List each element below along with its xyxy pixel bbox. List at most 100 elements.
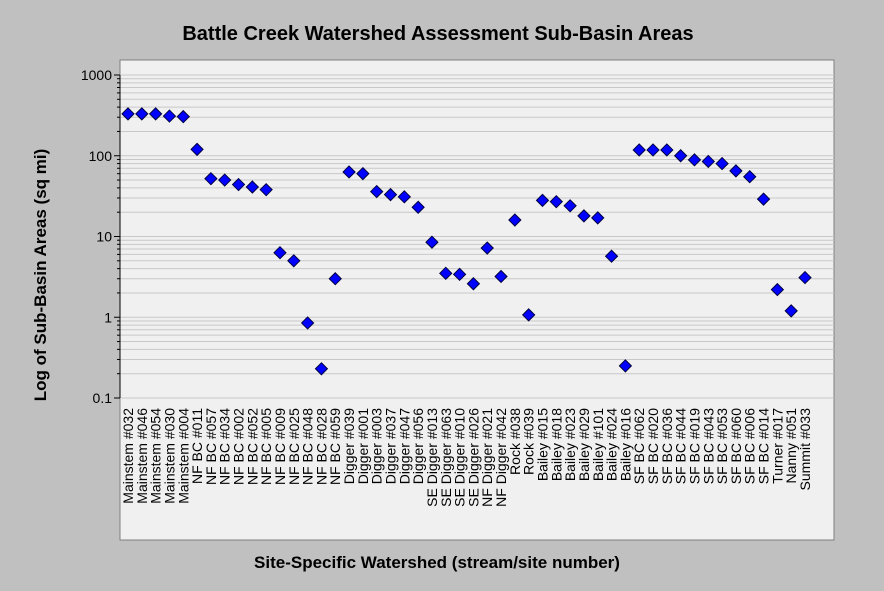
x-tick-label: SF BC #053: [714, 408, 730, 484]
data-point: [632, 143, 646, 157]
x-tick-label: Bailey #023: [562, 408, 578, 481]
data-point: [328, 272, 342, 286]
data-point: [577, 209, 591, 223]
data-point: [521, 308, 536, 322]
x-tick-label: Bailey #024: [604, 408, 620, 481]
x-tick-label: Bailey #016: [617, 408, 633, 481]
y-tick-label: 10: [96, 229, 112, 245]
y-axis-label: Log of Sub-Basin Areas (sq mi): [31, 149, 50, 402]
data-point: [660, 143, 674, 157]
y-tick-label: 100: [89, 148, 113, 164]
data-point: [604, 249, 619, 263]
x-tick-label: NF Digger #042: [493, 408, 509, 507]
x-tick-label: SF BC #006: [742, 408, 758, 484]
x-tick-label: SE Digger #010: [452, 408, 468, 507]
data-point: [591, 211, 605, 225]
data-point: [397, 190, 412, 204]
data-point: [342, 165, 356, 179]
data-point: [287, 254, 301, 268]
data-point: [273, 245, 287, 260]
data-point: [204, 171, 218, 186]
x-tick-label: SF BC #062: [631, 408, 647, 484]
x-axis-label: Site-Specific Watershed (stream/site num…: [254, 553, 620, 572]
data-point: [770, 282, 785, 297]
data-point: [314, 362, 329, 376]
plot-area: [119, 59, 835, 541]
x-tick-label: SF BC #020: [645, 408, 661, 484]
data-point: [231, 177, 246, 192]
y-axis: 0.1 1 10 100 1000: [81, 67, 121, 406]
x-tick-label: Nanny #051: [783, 408, 799, 484]
x-tick-label: SF BC #060: [728, 408, 744, 484]
x-tick-label: Bailey #015: [534, 408, 550, 481]
x-tick-label: Bailey #018: [548, 408, 564, 481]
data-point: [148, 107, 163, 121]
data-point: [300, 316, 315, 330]
x-tick-label: Mainstem #004: [175, 408, 191, 504]
x-tick-label: SF BC #014: [756, 408, 772, 484]
data-point: [618, 359, 633, 373]
data-points: [121, 107, 812, 376]
data-point: [508, 213, 522, 227]
x-tick-label: Digger #037: [383, 408, 399, 484]
x-tick-label: Digger #047: [396, 408, 412, 484]
data-point: [784, 304, 798, 318]
data-point: [425, 235, 439, 249]
data-point: [673, 149, 688, 163]
x-tick-label: SE Digger #026: [465, 408, 481, 507]
data-point: [439, 266, 453, 281]
x-tick-label: Rock #038: [507, 408, 523, 475]
data-point: [411, 200, 425, 214]
data-point: [218, 173, 232, 187]
x-tick-label: NF BC #057: [203, 408, 219, 485]
data-point: [743, 170, 757, 184]
data-point: [356, 166, 370, 181]
x-tick-label: Mainstem #030: [161, 408, 177, 504]
data-point: [245, 180, 260, 194]
x-tick-label: SE Digger #063: [438, 408, 454, 507]
x-tick-label: Digger #039: [341, 408, 357, 484]
x-tick-label: Bailey #101: [590, 408, 606, 481]
x-tick-label: SF BC #019: [686, 408, 702, 484]
x-tick-label: Digger #056: [410, 408, 426, 484]
data-point: [383, 187, 398, 202]
x-tick-label: NF BC #052: [244, 408, 260, 485]
x-tick-label: SF BC #043: [700, 408, 716, 484]
data-point: [563, 199, 577, 213]
x-tick-label: Summit #033: [797, 408, 813, 491]
data-point: [135, 107, 149, 121]
data-point: [494, 269, 508, 284]
x-tick-label: NF BC #011: [189, 408, 205, 484]
data-point: [701, 154, 715, 169]
data-point: [121, 107, 135, 121]
x-tick-label: NF BC #009: [272, 408, 288, 485]
data-point: [452, 267, 467, 282]
data-point: [687, 153, 702, 167]
x-tick-label: SF BC #044: [673, 408, 689, 484]
data-point: [535, 193, 550, 208]
x-tick-label: Rock #039: [521, 408, 537, 475]
x-tick-label: NF BC #034: [217, 408, 233, 485]
x-tick-label: Bailey #029: [576, 408, 592, 481]
data-point: [646, 143, 660, 157]
data-point: [162, 109, 177, 123]
y-tick-label: 1000: [81, 67, 112, 83]
x-tick-label: SF BC #036: [659, 408, 675, 484]
data-point: [798, 270, 812, 285]
data-point: [729, 164, 743, 178]
data-point: [176, 109, 190, 124]
data-point: [549, 194, 564, 209]
gridlines: [120, 74, 834, 399]
data-point: [715, 156, 729, 171]
x-tick-label: NF BC #028: [313, 408, 329, 485]
x-tick-label: NF BC #025: [286, 408, 302, 485]
x-tick-label: Mainstem #032: [120, 408, 136, 504]
x-tick-label: NF Digger #021: [479, 408, 495, 507]
x-tick-label: Digger #001: [355, 408, 371, 484]
x-tick-label: Mainstem #046: [134, 408, 150, 504]
data-point: [369, 184, 384, 199]
data-point: [756, 192, 771, 206]
